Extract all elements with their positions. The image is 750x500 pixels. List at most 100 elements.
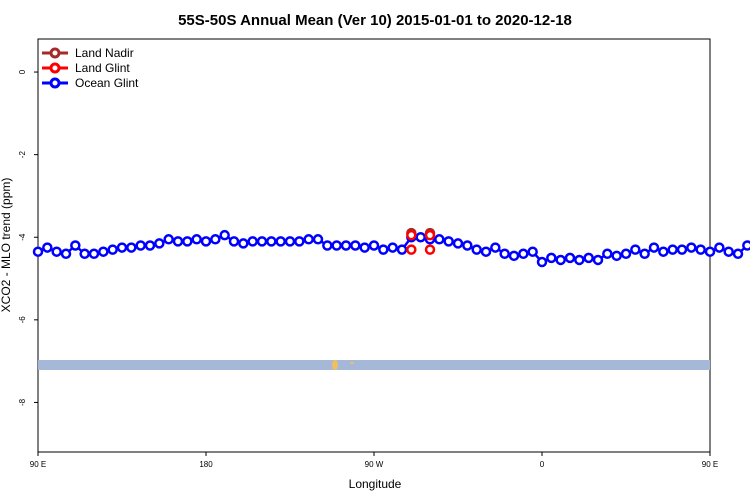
data-point-ocean-glint (714, 242, 725, 253)
legend-item-land-nadir: Land Nadir (42, 46, 134, 60)
data-point-ocean-glint (723, 246, 734, 257)
data-point-ocean-glint (191, 234, 202, 245)
x-tick-label: 0 (540, 460, 545, 469)
data-point-ocean-glint (219, 229, 230, 241)
data-point-ocean-glint (676, 244, 688, 255)
data-point-ocean-glint (732, 248, 744, 260)
data-point-ocean-glint (378, 244, 389, 255)
x-tick-label: 90 E (702, 460, 718, 469)
data-point-ocean-glint (98, 246, 109, 257)
data-point-ocean-glint (546, 252, 557, 264)
data-point-ocean-glint (144, 240, 156, 251)
y-axis: 0 -2 -4 -6 -8 (18, 69, 38, 406)
data-point-ocean-glint (60, 248, 72, 260)
data-point-ocean-glint (387, 242, 398, 253)
data-point-ocean-glint (462, 240, 473, 251)
data-point-ocean-glint (238, 238, 249, 249)
data-point-ocean-glint (42, 242, 53, 253)
y-tick-label: -6 (18, 316, 27, 324)
x-axis-label: Longitude (349, 477, 402, 491)
terrain-land-patch (332, 360, 338, 370)
data-point-ocean-glint (648, 242, 660, 253)
data-point-ocean-glint (583, 252, 594, 264)
data-point-land-glint (424, 244, 436, 255)
data-point-ocean-glint (658, 246, 669, 257)
data-point-ocean-glint (536, 256, 548, 268)
data-point-ocean-glint (154, 238, 165, 249)
data-point-ocean-glint (471, 244, 482, 255)
data-point-ocean-glint (742, 240, 750, 251)
data-point-ocean-glint (116, 242, 128, 253)
legend-marker-land-glint (49, 62, 61, 74)
data-point-ocean-glint (350, 240, 361, 251)
data-point-ocean-glint (527, 246, 538, 257)
data-point-ocean-glint (630, 244, 641, 255)
y-axis-label: XCO2 - MLO trend (ppm) (0, 178, 13, 313)
legend-label-land-glint: Land Glint (75, 61, 130, 75)
series-layer (32, 227, 750, 268)
legend-marker-ocean-glint (49, 77, 61, 89)
y-tick-label: -8 (18, 398, 27, 406)
data-point-ocean-glint (331, 240, 342, 251)
data-point-ocean-glint (667, 244, 678, 255)
data-point-ocean-glint (88, 248, 100, 260)
data-point-ocean-glint (499, 248, 510, 260)
data-point-ocean-glint (256, 236, 268, 247)
data-point-ocean-glint (322, 240, 333, 251)
x-tick-label: 90 W (365, 460, 384, 469)
legend: Land Nadir Land Glint Ocean Glint (42, 46, 139, 90)
data-point-ocean-glint (452, 238, 464, 249)
data-point-ocean-glint (70, 240, 81, 251)
data-point-ocean-glint (555, 254, 566, 266)
data-point-ocean-glint (303, 234, 314, 245)
data-point-ocean-glint (611, 250, 622, 262)
data-point-ocean-glint (490, 242, 501, 253)
data-point-ocean-glint (107, 244, 118, 255)
data-point-ocean-glint (163, 234, 174, 245)
legend-label-land-nadir: Land Nadir (75, 46, 134, 60)
data-point-land-glint (406, 244, 417, 255)
data-point-ocean-glint (592, 254, 604, 266)
data-point-ocean-glint (480, 246, 492, 257)
terrain-land-patch-small (350, 362, 354, 364)
data-point-ocean-glint (686, 242, 697, 253)
data-point-ocean-glint (704, 246, 716, 257)
legend-label-ocean-glint: Ocean Glint (75, 76, 139, 90)
data-point-ocean-glint (434, 234, 445, 245)
data-point-ocean-glint (247, 236, 258, 247)
legend-item-ocean-glint: Ocean Glint (42, 76, 139, 90)
data-point-ocean-glint (200, 236, 212, 247)
data-point-ocean-glint (266, 236, 277, 247)
data-point-ocean-glint (518, 248, 529, 260)
data-point-land-glint (424, 229, 436, 241)
data-point-ocean-glint (415, 231, 426, 243)
data-point-ocean-glint (508, 250, 520, 262)
data-point-ocean-glint (182, 236, 193, 247)
data-point-land-glint (406, 229, 417, 241)
data-point-ocean-glint (79, 248, 90, 260)
y-tick-label: -4 (18, 233, 27, 241)
data-point-ocean-glint (172, 236, 184, 247)
data-point-ocean-glint (368, 240, 380, 251)
data-point-ocean-glint (574, 254, 585, 266)
chart-title: 55S-50S Annual Mean (Ver 10) 2015-01-01 … (178, 12, 572, 29)
data-point-ocean-glint (602, 248, 613, 260)
terrain-strip (38, 360, 710, 370)
data-point-ocean-glint (135, 240, 146, 251)
data-point-ocean-glint (443, 236, 454, 247)
data-point-ocean-glint (294, 236, 305, 247)
data-point-ocean-glint (564, 252, 576, 264)
data-point-ocean-glint (312, 234, 324, 245)
x-tick-label: 90 E (30, 460, 46, 469)
data-point-ocean-glint (359, 242, 370, 253)
data-point-ocean-glint (228, 236, 240, 247)
data-point-ocean-glint (695, 244, 706, 255)
data-point-ocean-glint (340, 240, 352, 251)
data-point-ocean-glint (275, 236, 286, 247)
data-point-ocean-glint (210, 234, 221, 245)
data-point-ocean-glint (284, 236, 296, 247)
data-point-ocean-glint (126, 242, 137, 253)
data-point-ocean-glint (32, 246, 44, 257)
